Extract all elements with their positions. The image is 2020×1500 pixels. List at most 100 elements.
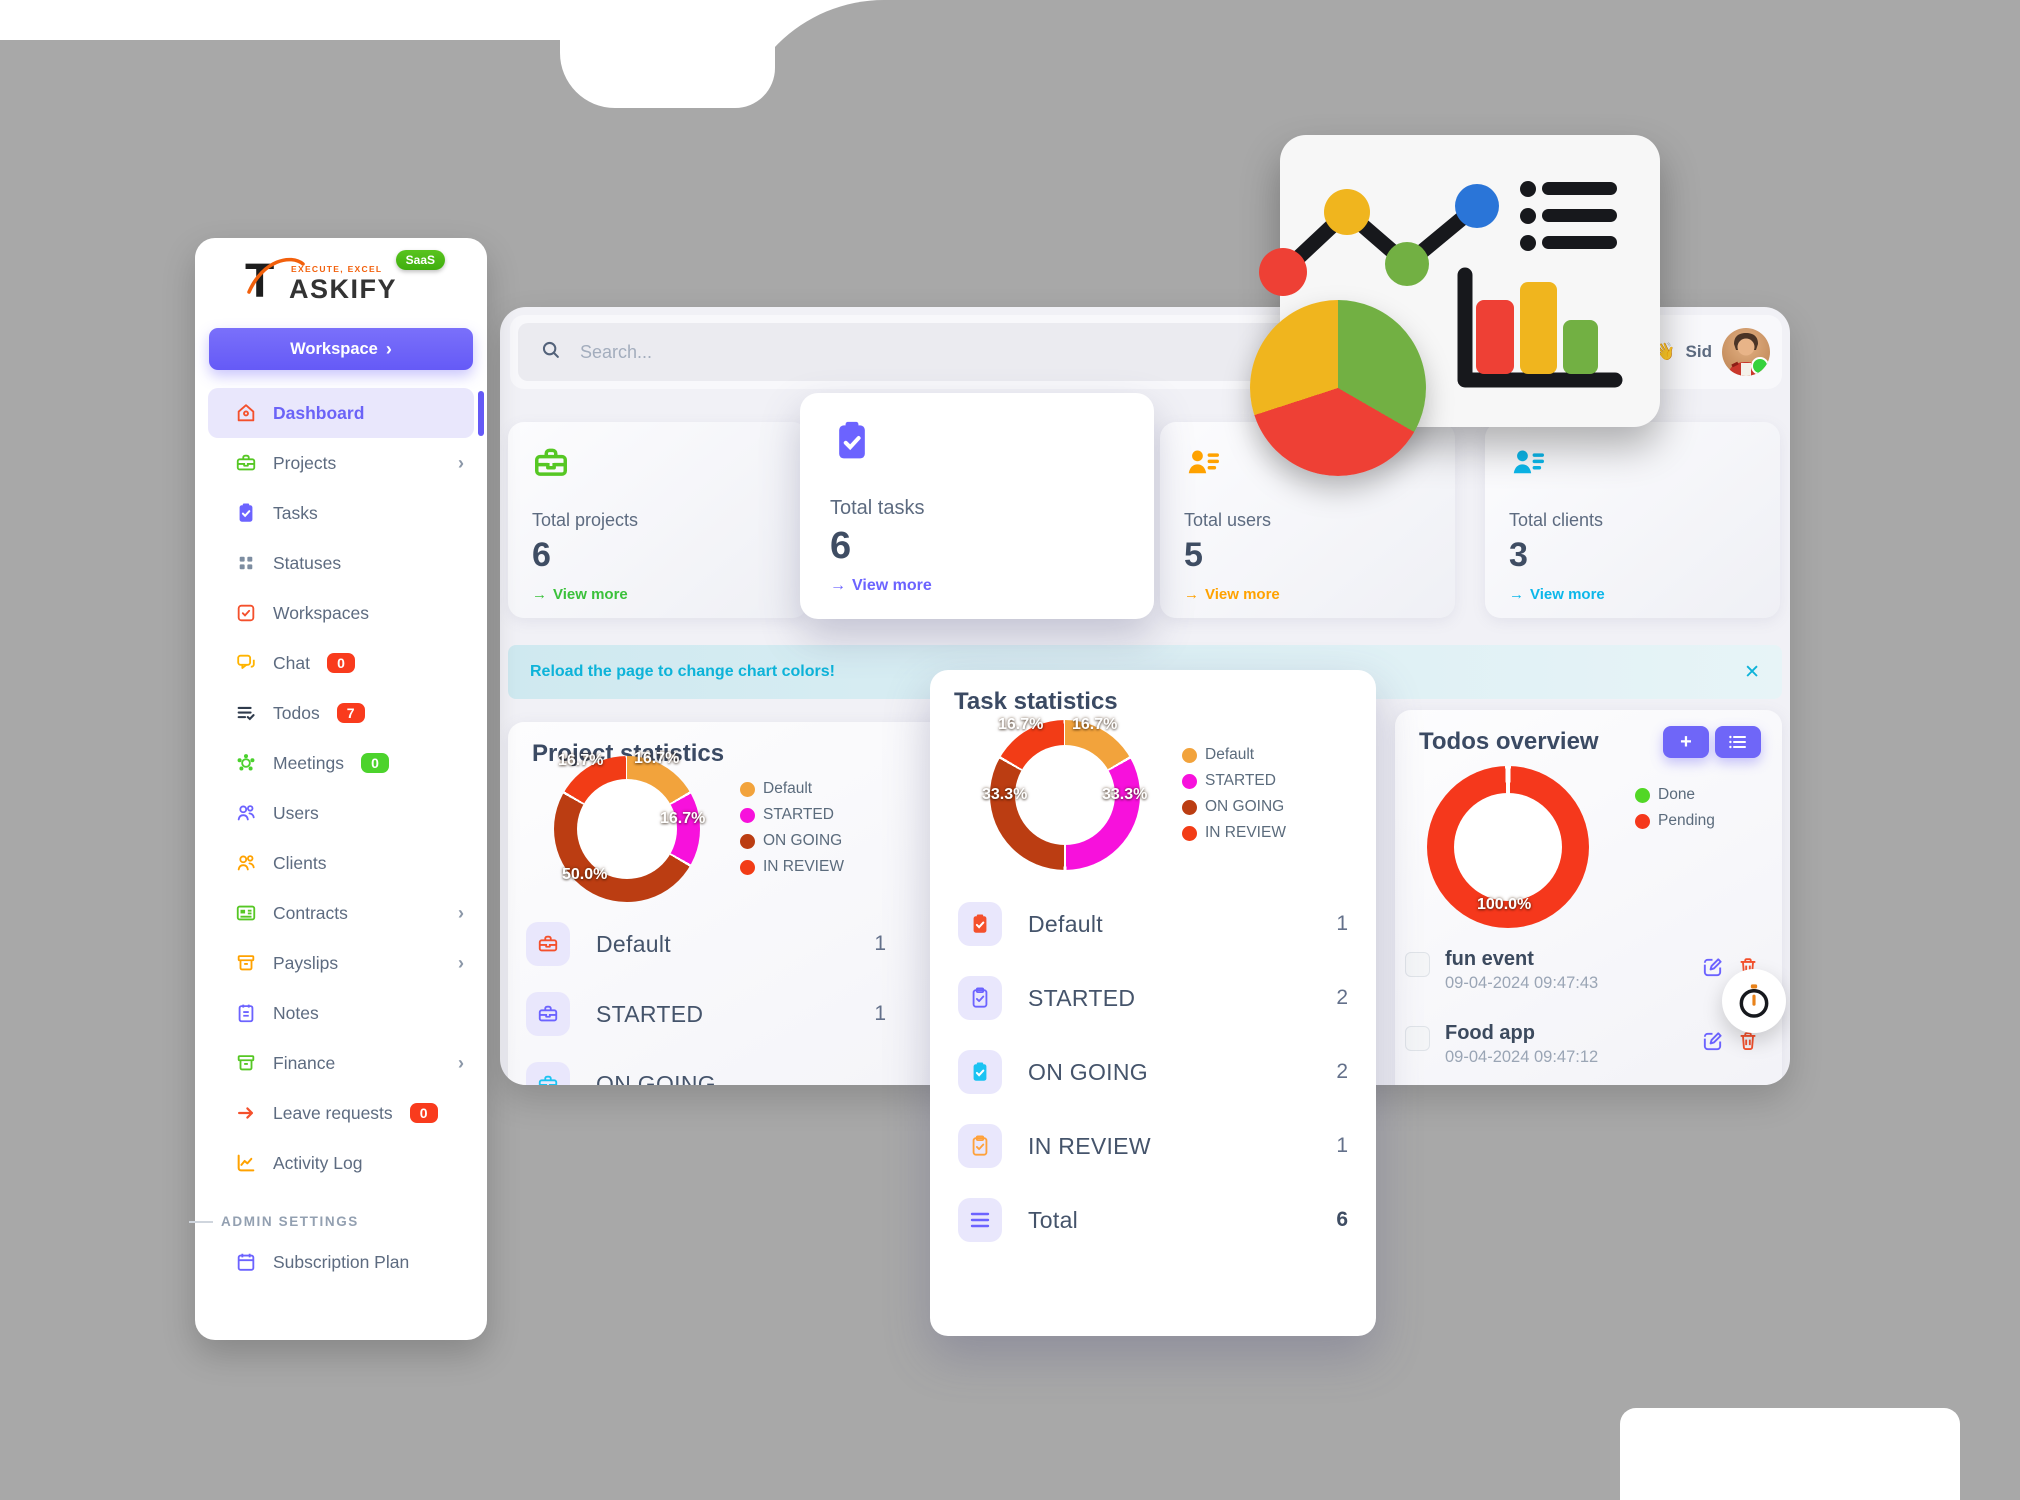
pct-label-started: 33.3% [1102,786,1148,803]
pct-label-ongoing: 50.0% [562,866,608,883]
search-icon [540,339,562,366]
sidebar-item-label: Notes [273,1002,319,1023]
sidebar-item-label: Workspaces [273,602,369,623]
sidebar-item-clients[interactable]: Clients [208,838,474,888]
sidebar-item-leave-requests[interactable]: Leave requests 0 [208,1088,474,1138]
sidebar-item-label: Clients [273,852,327,873]
sidebar-item-label: Leave requests [273,1102,393,1123]
task-total-row: Total 6 [958,1198,1348,1242]
chevron-right-icon: › [458,902,464,923]
avatar[interactable] [1722,328,1770,376]
task-clipboard-icon [234,501,258,525]
users-icon [234,801,258,825]
pie-chart-illustration [1250,300,1426,476]
pct-label-pending: 100.0% [1477,896,1532,913]
stat-card-total-tasks: Total tasks 6 → View more [800,393,1154,619]
subscription-calendar-icon [234,1250,258,1274]
sidebar-item-label: Contracts [273,902,348,923]
task-clipboard-icon [958,1050,1002,1094]
activity-chart-icon [234,1151,258,1175]
sidebar-item-subscription-plan[interactable]: Subscription Plan [208,1237,474,1287]
sidebar-item-contracts[interactable]: Contracts › [208,888,474,938]
project-donut-chart: .card-proj .donut:after{left:23px;top:23… [542,744,712,914]
stopwatch-icon[interactable] [1722,969,1786,1033]
arrow-right-icon: → [1509,586,1524,603]
sidebar-item-label: Activity Log [273,1152,363,1173]
view-more-link[interactable]: → View more [1509,586,1605,603]
sidebar-item-label: Todos [273,702,320,723]
chat-badge: 0 [326,653,355,673]
edit-todo-button[interactable] [1701,956,1724,979]
active-item-indicator [478,391,484,436]
list-check-icon [234,701,258,725]
chevron-right-icon: › [458,952,464,973]
edit-todo-button[interactable] [1701,1030,1724,1053]
sidebar-item-workspaces[interactable]: Workspaces [208,588,474,638]
leave-requests-badge: 0 [409,1103,438,1123]
todo-checkbox[interactable] [1405,1026,1430,1051]
briefcase-icon [526,992,570,1036]
todo-list-view-button[interactable] [1715,726,1761,758]
notepad-icon [234,1001,258,1025]
clients-icon [234,851,258,875]
task-status-row: ON GOING 2 [958,1050,1348,1094]
todos-chart-legend: Done Pending [1635,786,1715,830]
sidebar-nav: Dashboard Projects › Tasks Statuses Wo [189,388,487,1287]
pct-label-default: 16.7% [634,750,680,767]
task-status-row: IN REVIEW 1 [958,1124,1348,1168]
chevron-right-icon: › [458,452,464,473]
project-chart-legend: Default STARTED ON GOING IN REVIEW [740,780,844,876]
card-title: Task statistics [954,688,1118,715]
briefcase-icon [526,1062,570,1085]
card-title: Todos overview [1419,728,1599,755]
workspace-button[interactable]: Workspace › [209,328,473,370]
view-more-link[interactable]: → View more [1184,586,1280,603]
sidebar-item-finance[interactable]: Finance › [208,1038,474,1088]
close-icon[interactable]: ✕ [1744,661,1760,683]
sidebar-item-label: Projects [273,452,337,473]
menu-lines-icon [958,1198,1002,1242]
task-status-row: STARTED 2 [958,976,1348,1020]
stat-card-total-projects: Total projects 6 → View more [508,422,808,618]
stat-label: Total tasks [830,497,925,519]
list-icon [1729,735,1746,749]
project-status-row: STARTED 1 [526,992,886,1036]
task-clipboard-icon [830,419,874,468]
delete-todo-button[interactable] [1737,1030,1759,1052]
view-more-link[interactable]: → View more [532,586,628,603]
grid-dots-icon [234,551,258,575]
todo-checkbox[interactable] [1405,952,1430,977]
sidebar-item-meetings[interactable]: Meetings 0 [208,738,474,788]
briefcase-icon [526,922,570,966]
sidebar-item-tasks[interactable]: Tasks [208,488,474,538]
add-todo-button[interactable]: + [1663,726,1709,758]
checkbox-icon [234,601,258,625]
sidebar-item-label: Statuses [273,552,342,573]
sidebar-item-projects[interactable]: Projects › [208,438,474,488]
sidebar-item-todos[interactable]: Todos 7 [208,688,474,738]
sidebar-item-chat[interactable]: Chat 0 [208,638,474,688]
sidebar-item-dashboard[interactable]: Dashboard [208,388,474,438]
stat-value: 6 [532,536,551,574]
view-more-link[interactable]: → View more [830,577,932,594]
task-donut-chart: .card-taskstats .donut:after{left:25px;t… [976,706,1154,884]
arrow-right-icon [234,1101,258,1125]
sidebar-item-statuses[interactable]: Statuses [208,538,474,588]
sidebar-item-activity-log[interactable]: Activity Log [208,1138,474,1188]
briefcase-icon [532,444,570,487]
sidebar-item-notes[interactable]: Notes [208,988,474,1038]
id-card-icon [234,901,258,925]
logo-swoosh [247,257,305,294]
archive-box-icon [234,951,258,975]
donut-ring [990,720,1140,870]
meeting-network-icon [234,751,258,775]
pct-label-started: 16.7% [660,810,706,827]
app-logo: T EXECUTE, EXCEL ASKIFY SaaS [195,250,487,320]
stat-label: Total clients [1509,510,1604,530]
stat-value: 5 [1184,536,1203,574]
stat-card-total-clients: Total clients 3 → View more [1485,422,1780,618]
sidebar-item-payslips[interactable]: Payslips › [208,938,474,988]
stat-label: Total projects [532,510,639,530]
sidebar-item-users[interactable]: Users [208,788,474,838]
sidebar-item-label: Meetings [273,752,345,773]
